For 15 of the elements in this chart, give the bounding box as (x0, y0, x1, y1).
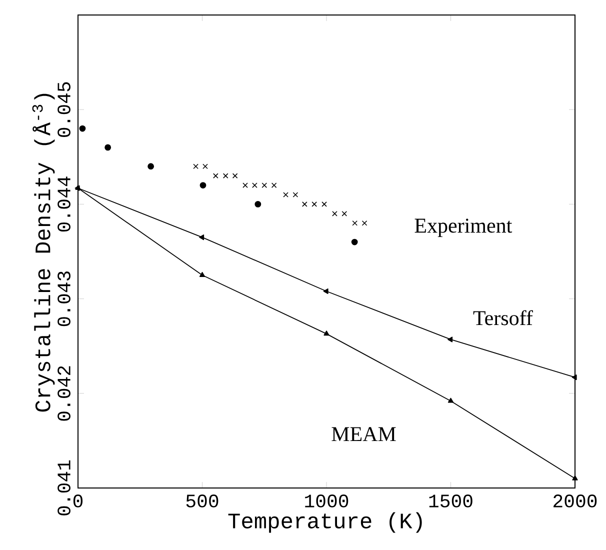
annotation: Experiment (414, 218, 512, 238)
y-tick-label: 0.044 (58, 176, 70, 232)
x-tick-label: 1000 (305, 494, 348, 508)
y-tick-label: 0.041 (58, 460, 70, 516)
annotation: MEAM (332, 427, 396, 442)
annotation: Tersoff (473, 310, 533, 326)
x-axis-title: Temperature (K) (228, 512, 422, 533)
x-tick-label: 500 (186, 494, 218, 508)
x-tick-label: 2000 (554, 494, 597, 508)
y-tick-label: 0.045 (58, 82, 70, 137)
y-axis-title: Crystalline Density (Å$^{-3}$) (32, 94, 55, 412)
y-tick-label: 0.043 (58, 272, 70, 326)
x-tick-label: 0 (73, 494, 83, 508)
x-tick-label: 1500 (429, 494, 472, 508)
y-tick-label: 0.042 (58, 366, 70, 421)
